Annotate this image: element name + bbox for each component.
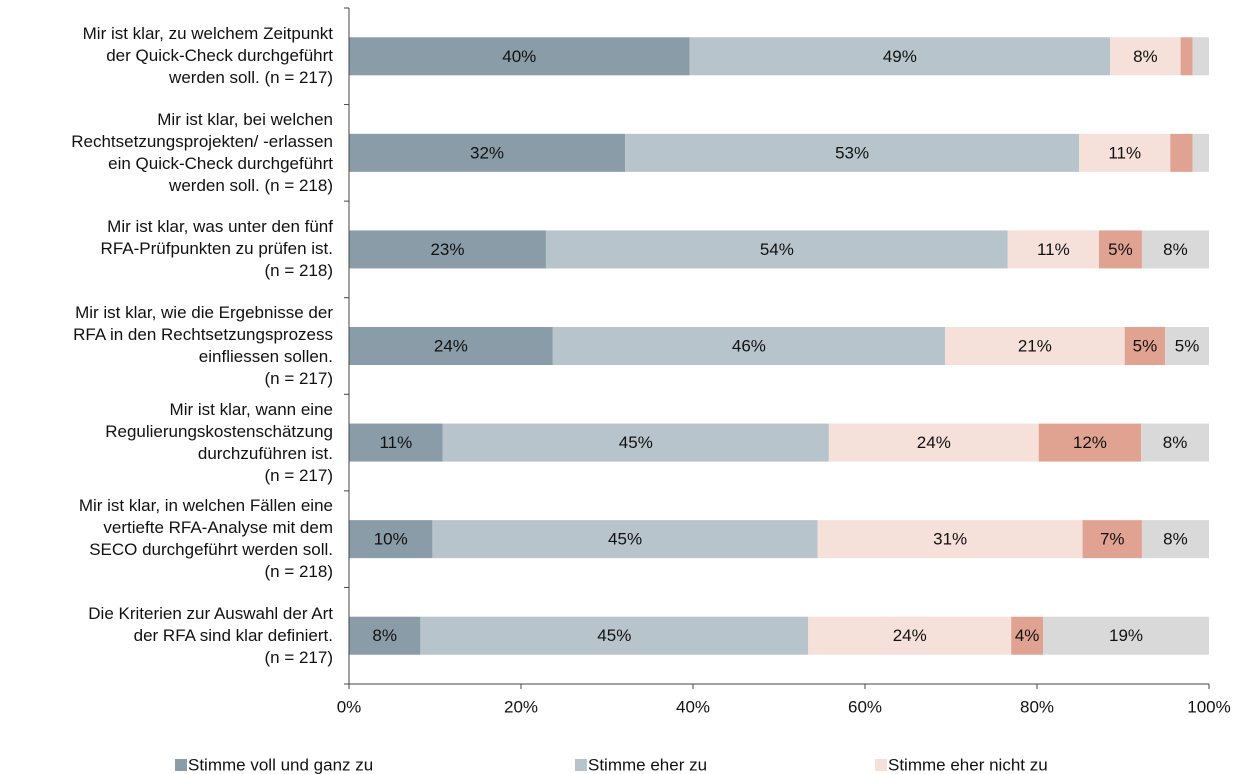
category-label: Die Kriterien zur Auswahl der Art der RF… [88,603,333,667]
data-label: 5% [1175,336,1200,355]
data-label: 8% [1163,433,1188,452]
bar-segment [552,327,945,365]
bar-segment [349,327,553,365]
bar-segment [689,37,1111,76]
category-label: Mir ist klar, bei welchen Rechtsetzungsp… [71,109,333,195]
data-label: 45% [608,530,642,549]
bar-segment [420,616,809,655]
data-label: 8% [1163,530,1188,549]
bar-segment [1192,133,1209,172]
data-label: 11% [379,433,412,452]
data-label: 4% [1015,626,1040,645]
category-label: Mir ist klar, wie die Ergebnisse der RFA… [73,303,333,388]
bar-segment [1110,37,1181,76]
category-label: Mir ist klar, was unter den fünf RFA-Prü… [100,217,333,281]
category-label: Mir ist klar, wann eine Regulierungskost… [105,399,333,485]
bar-segment [1098,230,1142,269]
bar-segment [349,37,690,76]
x-tick-label: 100% [1187,697,1230,716]
bar-segment [349,616,421,655]
data-label: 21% [1018,336,1052,355]
bar-segment [1079,133,1171,172]
category-label: Mir ist klar, in welchen Fällen eine ver… [78,496,333,582]
data-label: 8% [1133,47,1158,66]
legend-label: Stimme eher zu [588,755,707,774]
data-label: 8% [372,626,397,645]
bar-segment [1124,327,1166,365]
x-tick-label: 20% [504,697,538,716]
data-label: 8% [1163,240,1188,259]
bar-segment [944,327,1125,365]
bar-segment [1192,37,1209,76]
data-label: 10% [374,530,408,549]
data-label: 24% [434,336,468,355]
legend-swatch [175,759,187,771]
bar-segment [1011,616,1044,655]
bar-segment [817,520,1083,559]
legend-label: Stimme voll und ganz zu [188,755,373,774]
x-tick-label: 40% [676,697,710,716]
data-label: 5% [1108,240,1133,259]
bar-segment [808,616,1012,655]
bar-segment [1165,327,1209,365]
data-label: 24% [917,433,951,452]
bar-segment [349,230,546,269]
bar-segment [1141,423,1209,462]
data-label: 19% [1109,626,1143,645]
bar-segment [432,520,818,559]
bar-segment [1038,423,1142,462]
x-tick-label: 60% [848,697,882,716]
data-label: 32% [470,143,504,162]
data-label: 45% [619,433,653,452]
legend-swatch [875,759,887,771]
x-tick-label: 0% [337,697,362,716]
bar-segment [625,133,1080,172]
bar-segment [442,423,829,462]
legend-label: Stimme eher nicht zu [888,755,1048,774]
data-label: 40% [502,47,536,66]
bar-segment [1082,520,1142,559]
data-label: 53% [835,143,869,162]
data-label: 24% [893,626,927,645]
bar-segment [1141,520,1209,559]
data-label: 11% [1037,240,1070,259]
data-label: 54% [760,240,794,259]
bar-segment [1007,230,1099,269]
category-label: Mir ist klar, zu welchem Zeitpunkt der Q… [82,24,333,88]
data-label: 31% [933,530,967,549]
data-label: 45% [597,626,631,645]
data-label: 11% [1108,143,1141,162]
x-tick-label: 80% [1020,697,1054,716]
data-label: 49% [883,47,917,66]
data-label: 12% [1073,433,1107,452]
data-label: 23% [430,240,464,259]
bar-segment [349,520,433,559]
bar-segment [1141,230,1209,269]
bar-segment [1170,133,1193,172]
bar-segment [349,133,626,172]
bar-segment [545,230,1008,269]
bar-segment [1043,616,1209,655]
bar-segment [349,423,443,462]
legend-swatch [575,759,587,771]
bar-segment [828,423,1039,462]
bar-segment [1180,37,1193,76]
data-label: 5% [1133,336,1158,355]
data-label: 7% [1100,530,1125,549]
data-label: 46% [732,336,766,355]
